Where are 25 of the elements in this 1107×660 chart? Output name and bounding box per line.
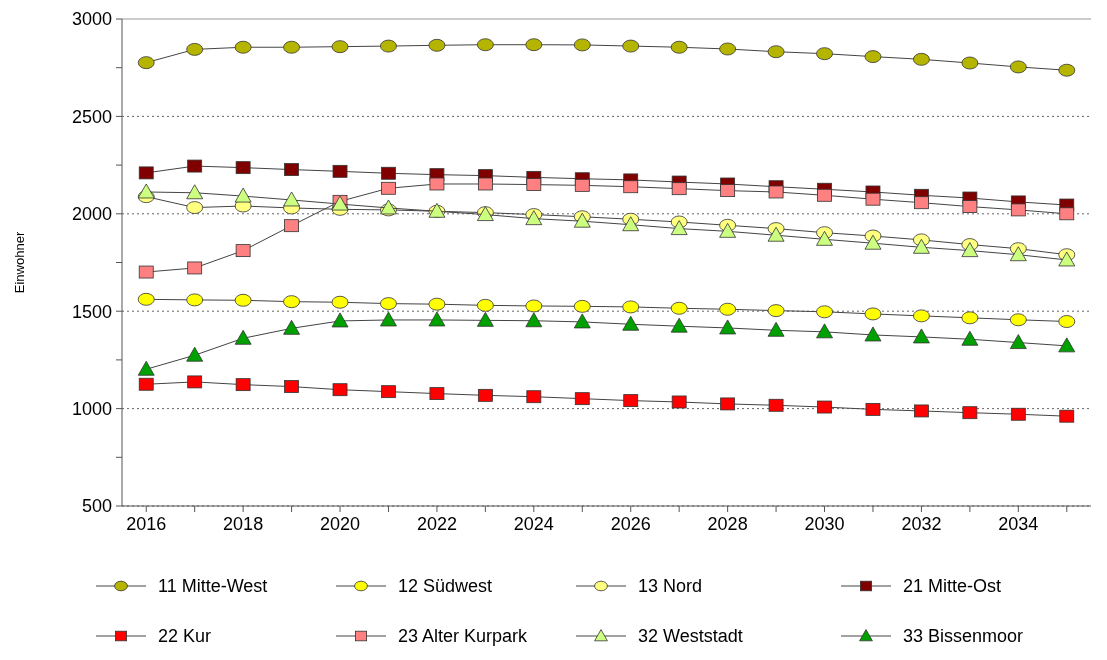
x-tick-label: 2022: [416, 514, 457, 534]
x-tick-label: 2030: [804, 514, 845, 534]
legend-label: 22 Kur: [158, 626, 212, 647]
y-tick-label: 1000: [71, 398, 112, 419]
x-tick-label: 2032: [901, 514, 942, 534]
y-tick-label: 500: [81, 496, 112, 517]
x-tick-label: 2018: [223, 514, 264, 534]
x-tick-label: 2020: [320, 514, 361, 534]
y-tick-label: 2000: [71, 204, 112, 225]
legend-label: 33 Bissenmoor: [903, 626, 1024, 647]
x-tick-label: 2026: [610, 514, 651, 534]
legend-label: 11 Mitte-West: [158, 576, 268, 597]
y-tick-label: 3000: [71, 9, 112, 30]
x-tick-label: 2028: [707, 514, 748, 534]
y-tick-label: 2500: [71, 106, 112, 127]
y-tick-label: 1500: [71, 301, 112, 322]
y-axis-title: Einwohner: [12, 231, 27, 294]
legend-label: 32 Weststadt: [638, 626, 743, 647]
legend-label: 13 Nord: [638, 576, 703, 597]
legend-label: 21 Mitte-Ost: [903, 576, 1002, 597]
legend-label: 23 Alter Kurpark: [398, 626, 529, 647]
legend-label: 12 Südwest: [398, 576, 493, 597]
x-tick-label: 2024: [513, 514, 554, 534]
x-tick-label: 2034: [998, 514, 1039, 534]
x-tick-label: 2016: [126, 514, 167, 534]
